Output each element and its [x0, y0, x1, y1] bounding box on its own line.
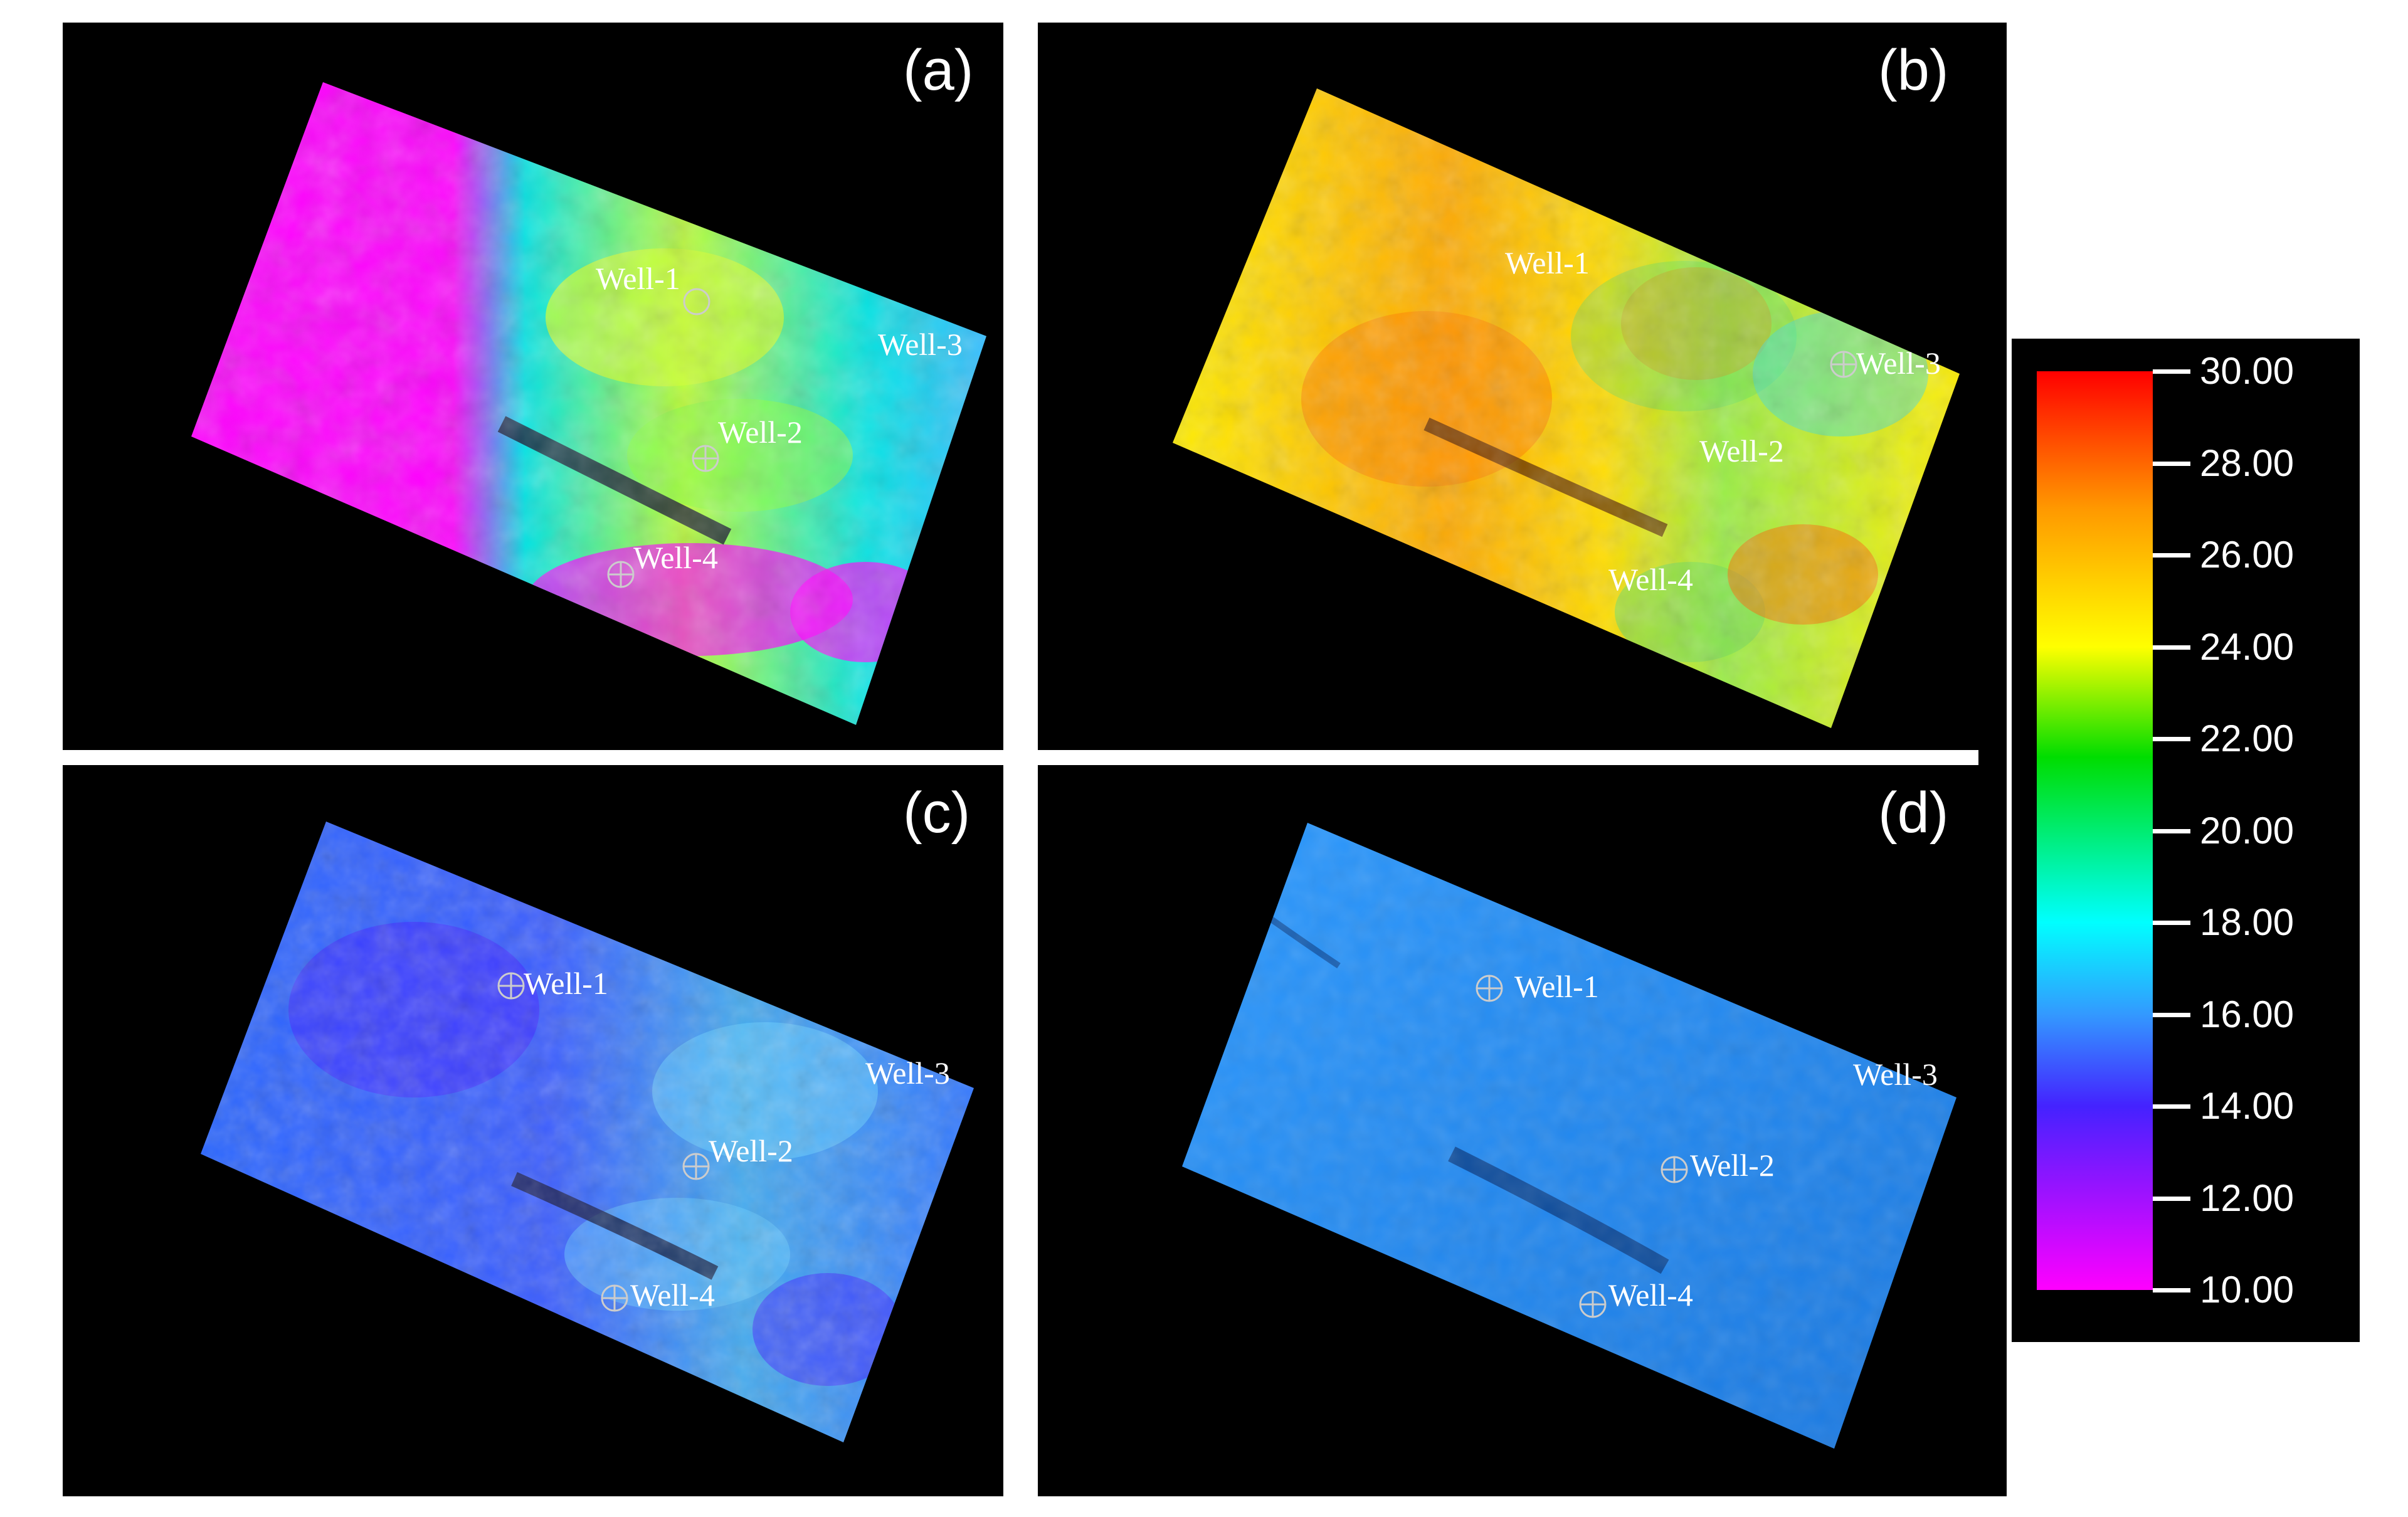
wells-b: Well-1 Well-2 Well-3 Well-4	[1505, 245, 1941, 597]
colorbar-tick-label: 30.00	[2200, 350, 2294, 392]
colorbar-tick-label: 22.00	[2200, 717, 2294, 759]
colorbar-tick-label: 24.00	[2200, 625, 2294, 668]
well-label: Well-4	[1608, 1277, 1693, 1313]
well-marker: Well-2	[692, 415, 803, 472]
well-label: Well-1	[1505, 245, 1590, 280]
colorbar-tick-mark	[2153, 921, 2190, 925]
colorbar-tick-label: 28.00	[2200, 441, 2294, 484]
colorbar-tick-mark	[2153, 828, 2190, 833]
well-label: Well-2	[1690, 1148, 1775, 1183]
well-marker: Well-4	[1579, 1277, 1693, 1318]
well-marker: Well-1	[1505, 245, 1590, 280]
colorbar-tick-mark	[2153, 737, 2190, 741]
separator-horizontal	[63, 750, 1978, 765]
panel-label-d: (d)	[1878, 781, 1949, 845]
panel-b: Well-1 Well-2 Well-3 Well-4 (b)	[1038, 23, 1978, 750]
well-marker: Well-1	[1476, 969, 1599, 1004]
colorbar-tick-mark	[2153, 553, 2190, 558]
well-marker: Well-1	[596, 261, 710, 315]
panel-label-c: (c)	[903, 781, 971, 845]
well-label: Well-4	[630, 1277, 715, 1313]
well-marker: Well-4	[607, 540, 718, 588]
well-marker: Well-2	[1661, 1148, 1775, 1183]
colorbar-gradient	[2037, 371, 2153, 1290]
well-marker: Well-4	[1608, 562, 1693, 597]
panel-label-a: (a)	[903, 38, 974, 102]
panel-c-map: Well-1 Well-2 Well-3 Well-4	[201, 822, 974, 1442]
panel-label-b: (b)	[1878, 38, 1949, 102]
well-label: Well-2	[1699, 433, 1784, 468]
well-marker: Well-3	[878, 327, 963, 362]
panel-b-map: Well-1 Well-2 Well-3 Well-4	[1173, 88, 1960, 728]
well-label: Well-3	[878, 327, 963, 362]
well-label: Well-3	[1856, 346, 1941, 381]
colorbar-tick-label: 12.00	[2200, 1176, 2294, 1219]
colorbar-tick-label: 18.00	[2200, 901, 2294, 943]
colorbar-tick-mark	[2153, 1196, 2190, 1201]
panel-a-map: Well-1 Well-2 Well-3 Well-4	[191, 82, 986, 725]
well-marker: Well-2	[1699, 433, 1784, 468]
colorbar-tick-label: 20.00	[2200, 809, 2294, 852]
well-marker: Well-4	[601, 1277, 715, 1313]
colorbar-tick-mark	[2153, 1288, 2190, 1292]
wells-d: Well-1 Well-2 Well-3 Well-4	[1476, 969, 1938, 1318]
well-marker: Well-2	[682, 1133, 793, 1180]
colorbar-legend: 30.00 28.00 26.00 24.00 22.00 20.00 18.00 16.00…	[2012, 339, 2360, 1342]
panel-c: Well-1 Well-2 Well-3 Well-4 (c)	[63, 765, 1003, 1496]
wells-a: Well-1 Well-2 Well-3 Well-4	[596, 261, 963, 588]
well-label: Well-3	[1853, 1057, 1938, 1092]
colorbar-tick-mark	[2153, 645, 2190, 650]
well-label: Well-1	[596, 261, 680, 296]
well-marker: Well-1	[497, 966, 608, 1001]
well-marker: Well-3	[865, 1055, 950, 1091]
well-marker: Well-3	[1853, 1057, 1938, 1092]
colorbar-tick-mark	[2153, 1104, 2190, 1109]
well-label: Well-1	[524, 966, 608, 1001]
colorbar-tick-mark	[2153, 461, 2190, 466]
colorbar-tick-mark	[2153, 1012, 2190, 1017]
colorbar-tick-mark	[2153, 369, 2190, 374]
colorbar-tick-label: 10.00	[2200, 1269, 2294, 1311]
colorbar-tick-label: 26.00	[2200, 534, 2294, 576]
well-marker: Well-3	[1830, 346, 1941, 381]
well-label: Well-1	[1514, 969, 1599, 1004]
colorbar-tick-label: 14.00	[2200, 1085, 2294, 1127]
left-margin-strip	[25, 23, 63, 1496]
well-label: Well-4	[633, 540, 718, 575]
well-label: Well-4	[1608, 562, 1693, 597]
well-label: Well-2	[718, 415, 803, 450]
well-label: Well-3	[865, 1055, 950, 1091]
well-label: Well-2	[709, 1133, 793, 1168]
panel-a: Well-1 Well-2 Well-3 Well-4 (a)	[63, 23, 1003, 750]
wells-c: Well-1 Well-2 Well-3 Well-4	[497, 966, 950, 1313]
colorbar-tick-label: 16.00	[2200, 993, 2294, 1035]
panel-d-map: Well-1 Well-2 Well-3 Well-4	[1182, 823, 1956, 1449]
panel-d: Well-1 Well-2 Well-3 Well-4 (d)	[1038, 765, 1978, 1496]
